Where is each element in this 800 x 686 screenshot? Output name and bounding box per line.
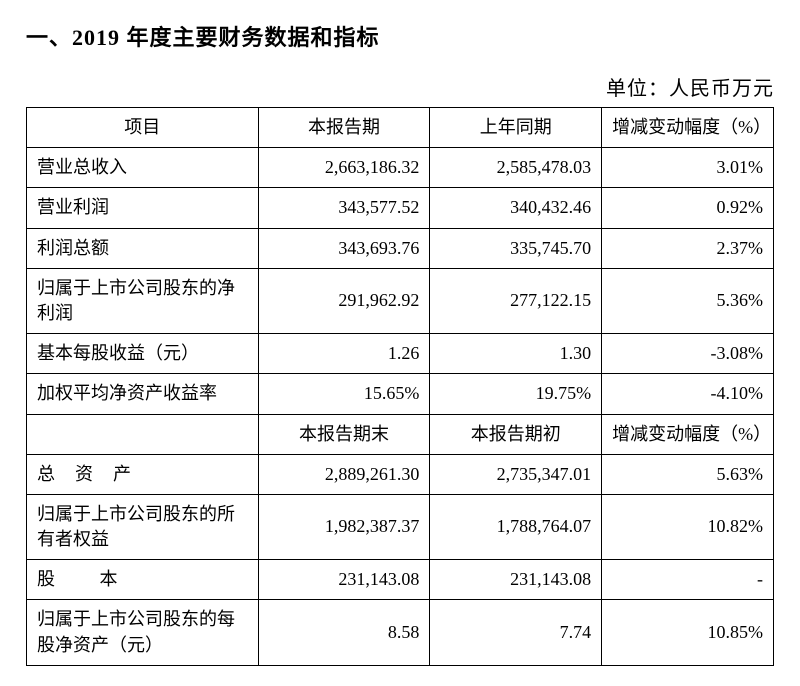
row-value-current: 1.26 xyxy=(258,334,430,374)
row-item-label: 加权平均净资产收益率 xyxy=(27,374,259,414)
table-row: 利润总额343,693.76335,745.702.37% xyxy=(27,228,774,268)
table-row: 归属于上市公司股东的每股净资产（元）8.587.7410.85% xyxy=(27,600,774,665)
unit-label: 单位：人民币万元 xyxy=(26,72,774,101)
table-header-row: 本报告期末本报告期初增减变动幅度（%） xyxy=(27,414,774,454)
row-value-prior: 335,745.70 xyxy=(430,228,602,268)
row-value-current: 231,143.08 xyxy=(258,560,430,600)
row-value-change: -3.08% xyxy=(602,334,774,374)
row-value-prior: 1,788,764.07 xyxy=(430,494,602,559)
row-value-change: - xyxy=(602,560,774,600)
row-value-change: 0.92% xyxy=(602,188,774,228)
row-item-label: 总资产 xyxy=(27,454,259,494)
row-value-change: 10.82% xyxy=(602,494,774,559)
row-value-change: -4.10% xyxy=(602,374,774,414)
row-value-prior: 277,122.15 xyxy=(430,268,602,333)
row-value-current: 8.58 xyxy=(258,600,430,665)
row-value-current: 291,962.92 xyxy=(258,268,430,333)
row-item-label: 归属于上市公司股东的所有者权益 xyxy=(27,494,259,559)
row-value-change: 10.85% xyxy=(602,600,774,665)
table-row: 归属于上市公司股东的所有者权益1,982,387.371,788,764.071… xyxy=(27,494,774,559)
col-header-period1: 本报告期末 xyxy=(258,414,430,454)
table-row: 归属于上市公司股东的净利润291,962.92277,122.155.36% xyxy=(27,268,774,333)
row-value-prior: 2,585,478.03 xyxy=(430,148,602,188)
table-row: 股 本231,143.08231,143.08- xyxy=(27,560,774,600)
row-value-current: 343,577.52 xyxy=(258,188,430,228)
row-value-change: 5.36% xyxy=(602,268,774,333)
table-header-row: 项目本报告期上年同期增减变动幅度（%） xyxy=(27,108,774,148)
section-heading: 一、2019 年度主要财务数据和指标 xyxy=(26,20,774,52)
row-item-label: 营业利润 xyxy=(27,188,259,228)
row-value-prior: 7.74 xyxy=(430,600,602,665)
table-row: 总资产2,889,261.302,735,347.015.63% xyxy=(27,454,774,494)
row-value-current: 1,982,387.37 xyxy=(258,494,430,559)
col-header-change: 增减变动幅度（%） xyxy=(602,414,774,454)
col-header-item: 项目 xyxy=(27,108,259,148)
row-item-label: 营业总收入 xyxy=(27,148,259,188)
row-value-current: 343,693.76 xyxy=(258,228,430,268)
table-row: 营业利润343,577.52340,432.460.92% xyxy=(27,188,774,228)
row-item-label: 归属于上市公司股东的净利润 xyxy=(27,268,259,333)
col-header-period2: 上年同期 xyxy=(430,108,602,148)
table-row: 基本每股收益（元）1.261.30-3.08% xyxy=(27,334,774,374)
row-item-label: 利润总额 xyxy=(27,228,259,268)
col-header-blank xyxy=(27,414,259,454)
row-item-label: 股 本 xyxy=(27,560,259,600)
row-value-prior: 231,143.08 xyxy=(430,560,602,600)
row-value-prior: 1.30 xyxy=(430,334,602,374)
row-value-current: 15.65% xyxy=(258,374,430,414)
row-value-current: 2,889,261.30 xyxy=(258,454,430,494)
row-value-prior: 19.75% xyxy=(430,374,602,414)
row-value-change: 5.63% xyxy=(602,454,774,494)
row-item-label: 归属于上市公司股东的每股净资产（元） xyxy=(27,600,259,665)
col-header-period1: 本报告期 xyxy=(258,108,430,148)
row-value-change: 3.01% xyxy=(602,148,774,188)
row-value-prior: 340,432.46 xyxy=(430,188,602,228)
row-item-label: 基本每股收益（元） xyxy=(27,334,259,374)
col-header-period2: 本报告期初 xyxy=(430,414,602,454)
col-header-change: 增减变动幅度（%） xyxy=(602,108,774,148)
row-value-current: 2,663,186.32 xyxy=(258,148,430,188)
financial-table: 项目本报告期上年同期增减变动幅度（%）营业总收入2,663,186.322,58… xyxy=(26,107,774,666)
table-row: 营业总收入2,663,186.322,585,478.033.01% xyxy=(27,148,774,188)
table-row: 加权平均净资产收益率15.65%19.75%-4.10% xyxy=(27,374,774,414)
row-value-prior: 2,735,347.01 xyxy=(430,454,602,494)
row-value-change: 2.37% xyxy=(602,228,774,268)
